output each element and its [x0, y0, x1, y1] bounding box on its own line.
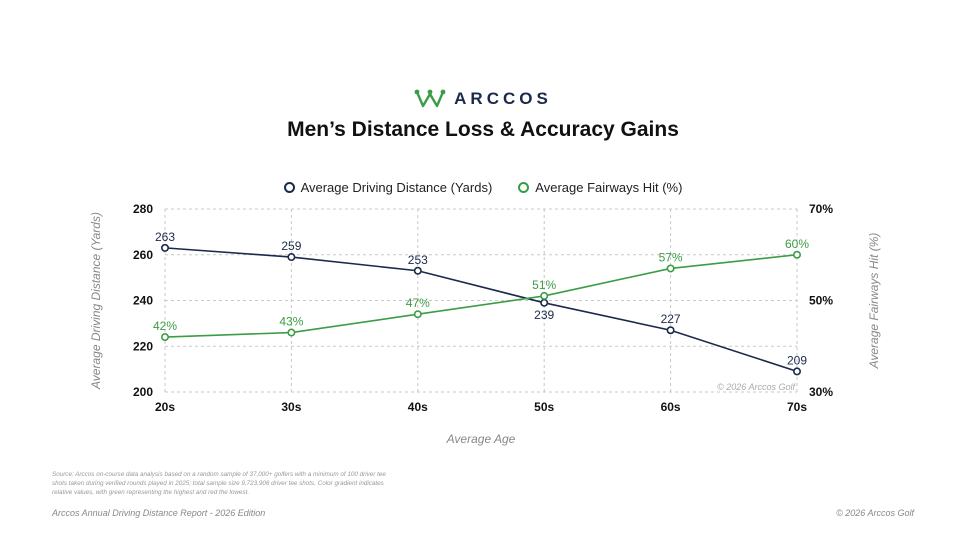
data-label-distance: 227	[661, 312, 681, 326]
y-tick-right: 50%	[809, 294, 833, 308]
chart-title: Men’s Distance Loss & Accuracy Gains	[287, 118, 679, 141]
chart-watermark: © 2026 Arccos Golf	[717, 382, 796, 392]
data-label-fairways: 51%	[532, 278, 556, 292]
legend-marker-fairways	[518, 182, 530, 193]
y-axis-label-left: Average Driving Distance (Yards)	[89, 212, 103, 390]
arccos-crown-icon	[414, 89, 446, 108]
data-point-distance	[792, 367, 801, 376]
data-point-fairways	[792, 250, 801, 259]
legend-label-fairways: Average Fairways Hit (%)	[535, 180, 683, 195]
x-tick-label: 60s	[661, 400, 681, 414]
y-tick-left: 280	[133, 202, 153, 216]
brand-name: ARCCOS	[454, 89, 552, 108]
data-label-fairways: 43%	[279, 315, 303, 329]
y-axis-label-right: Average Fairways Hit (%)	[867, 233, 881, 370]
data-label-fairways: 42%	[153, 319, 177, 333]
legend-marker-distance	[283, 182, 295, 193]
data-point-distance	[540, 298, 549, 307]
data-point-fairways	[540, 291, 549, 300]
legend-label-distance: Average Driving Distance (Yards)	[300, 180, 493, 195]
y-tick-right: 30%	[809, 385, 833, 399]
footer-report-title: Arccos Annual Driving Distance Report - …	[52, 508, 266, 518]
y-tick-right: 70%	[809, 202, 833, 216]
legend-item-distance: Average Driving Distance (Yards)	[283, 180, 493, 195]
data-point-fairways	[287, 328, 296, 337]
data-label-fairways: 57%	[659, 250, 683, 264]
data-label-fairways: 47%	[406, 296, 430, 310]
brand-logo: ARCCOS	[0, 88, 966, 110]
source-note: Source: Arccos on-course data analysis b…	[52, 471, 386, 496]
data-label-distance: 253	[408, 253, 428, 267]
data-point-distance	[666, 326, 675, 335]
x-tick-label: 20s	[155, 400, 175, 414]
data-point-fairways	[161, 333, 170, 342]
footer-copyright: © 2026 Arccos Golf	[836, 508, 914, 518]
x-axis-label: Average Age	[446, 432, 516, 446]
x-tick-label: 30s	[281, 400, 301, 414]
data-label-distance: 263	[155, 230, 175, 244]
series-line-fairways	[164, 253, 798, 338]
data-point-fairways	[413, 310, 422, 319]
data-label-fairways: 60%	[785, 237, 809, 251]
y-tick-left: 200	[133, 385, 153, 399]
series-line-distance	[164, 247, 798, 373]
y-tick-left: 240	[133, 294, 153, 308]
chart-legend: Average Driving Distance (Yards) Average…	[0, 180, 966, 195]
data-point-distance	[413, 266, 422, 275]
x-tick-label: 40s	[408, 400, 428, 414]
x-tick-label: 50s	[534, 400, 554, 414]
data-label-distance: 239	[534, 308, 554, 322]
y-tick-left: 260	[133, 248, 153, 262]
data-label-distance: 259	[281, 239, 301, 253]
data-point-distance	[287, 253, 296, 262]
data-point-fairways	[666, 264, 675, 273]
y-tick-left: 220	[133, 339, 153, 353]
data-point-distance	[161, 243, 170, 252]
x-tick-label: 70s	[787, 400, 807, 414]
data-label-distance: 209	[787, 353, 807, 367]
legend-item-fairways: Average Fairways Hit (%)	[518, 180, 682, 195]
